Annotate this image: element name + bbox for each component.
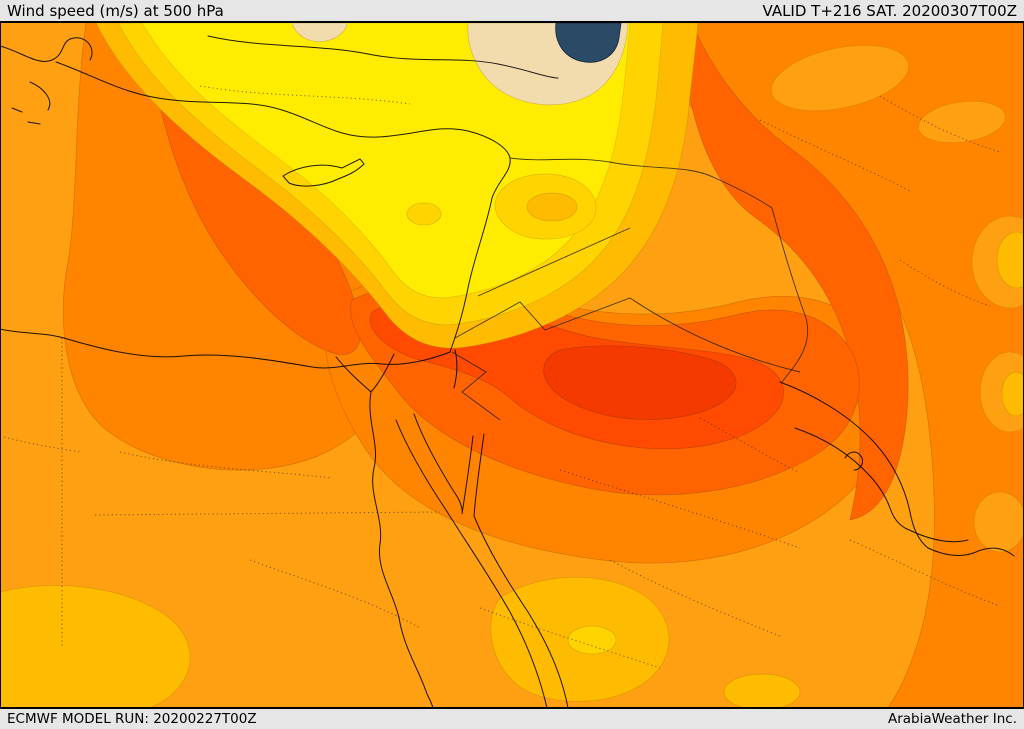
dotted-border-13: [0, 435, 81, 453]
border-iran-iraq: [771, 207, 809, 383]
wind-mottle-tr-2: [917, 100, 1007, 144]
oman-coastline: [904, 527, 1015, 557]
border-turkey-syria: [509, 157, 773, 209]
wind-patch-bottom-center-inner: [567, 625, 617, 655]
wind-band-higher-right: [685, 21, 909, 521]
wind-mottle-3: [406, 202, 442, 226]
header-bar: Wind speed (m/s) at 500 hPa VALID T+216 …: [0, 0, 1024, 22]
brand-label: ArabiaWeather Inc.: [887, 711, 1017, 727]
border-jordan-iraq-saudi: [454, 297, 801, 373]
wind-band-extreme-core: [543, 345, 737, 420]
qatar-coastline: [844, 451, 863, 471]
wind-patch-right-5: [973, 491, 1024, 553]
sinai-coastline: [413, 413, 474, 515]
map-title: Wind speed (m/s) at 500 hPa: [7, 1, 224, 20]
border-jordan-saudi: [451, 351, 501, 421]
wind-patch-right-2: [996, 231, 1024, 289]
border-syria-iraq: [477, 227, 631, 297]
dotted-border-layer: [0, 85, 1001, 669]
valid-time-label: VALID T+216 SAT. 20200307T00Z: [762, 1, 1017, 20]
coastline-layer: [0, 22, 1015, 709]
wind-mottle-2: [526, 192, 578, 222]
wind-field-layer: [0, 21, 1024, 711]
red-sea-west-coastline: [395, 419, 548, 709]
dotted-border-11: [879, 95, 1001, 153]
cyprus-coastline: [282, 158, 365, 187]
dotted-border-3: [119, 451, 333, 479]
wind-band-calm-patch-small: [291, 22, 348, 42]
aegean-coastline: [0, 37, 93, 125]
wind-patch-bottom-left: [0, 585, 191, 709]
footer-bar: ECMWF MODEL RUN: 20200227T00Z ArabiaWeat…: [0, 708, 1024, 729]
wind-patch-bottom-right: [723, 673, 801, 711]
persian-gulf-south-coastline: [794, 427, 906, 529]
model-run-label: ECMWF MODEL RUN: 20200227T00Z: [7, 711, 257, 727]
mediterranean-coastline: [0, 61, 511, 369]
caspian-sea: [555, 22, 622, 63]
dotted-border-2: [94, 511, 441, 516]
dead-sea-line: [453, 349, 458, 389]
red-sea-east-coastline: [473, 433, 569, 709]
border-layer: [451, 157, 809, 421]
dotted-border-9: [199, 85, 411, 105]
black-sea-coastline: [207, 35, 559, 79]
nile-river: [335, 353, 434, 709]
persian-gulf-north-coastline: [779, 381, 929, 549]
wind-patch-right-4: [1001, 371, 1024, 417]
dotted-border-8: [699, 417, 799, 473]
wind-mottle-tr-1: [770, 44, 910, 112]
